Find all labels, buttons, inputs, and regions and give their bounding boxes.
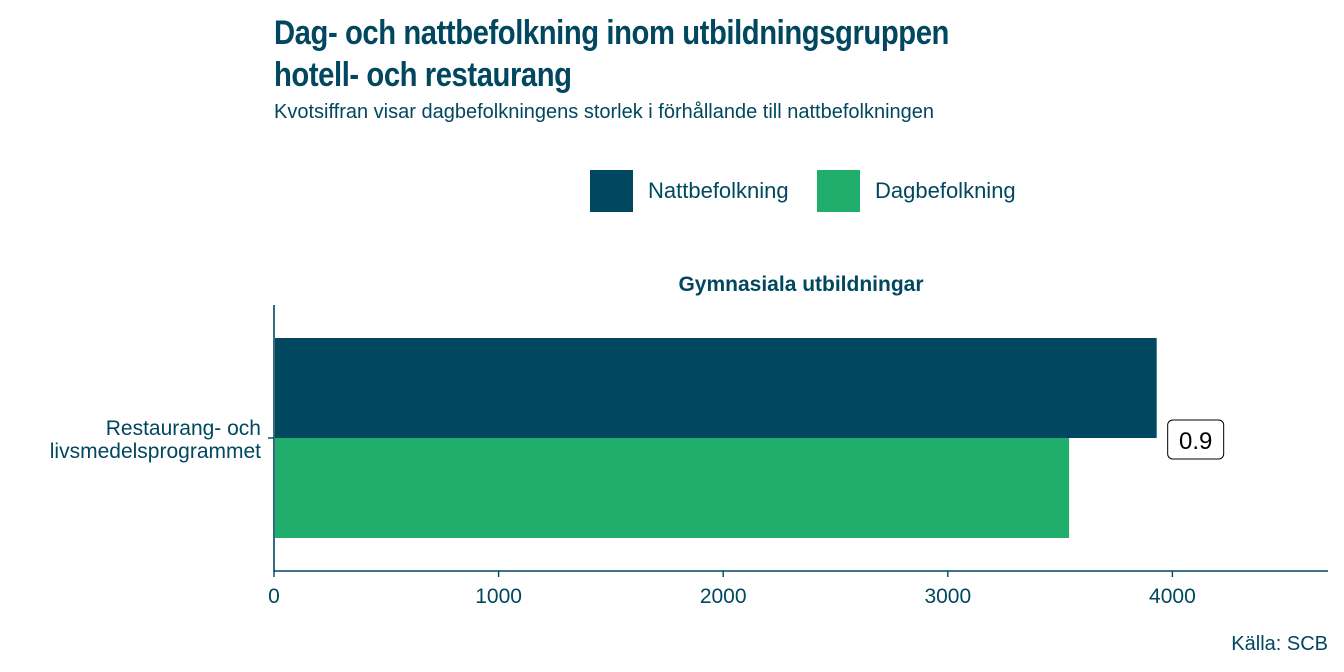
x-tick-label: 3000 (924, 585, 971, 608)
bar-natt (275, 338, 1157, 438)
panel-title: Gymnasiala utbildningar (678, 273, 923, 296)
legend-label-dag: Dagbefolkning (875, 178, 1016, 203)
chart-title: Dag- och nattbefolkning inom utbildnings… (274, 12, 949, 96)
legend-swatch-natt (590, 170, 633, 212)
plot-area: 0 1000 2000 3000 4000 Restaurang- och livsmede… (50, 305, 1328, 608)
legend-label-natt: Nattbefolkning (648, 178, 789, 203)
x-tick-label: 2000 (700, 585, 747, 608)
source-caption: Källa: SCB (1231, 633, 1328, 655)
bar-dag (275, 438, 1070, 538)
x-tick-label: 4000 (1149, 585, 1196, 608)
x-tick-label: 0 (268, 585, 280, 608)
x-tick-label: 1000 (475, 585, 522, 608)
chart-title-line1: Dag- och nattbefolkning inom utbildnings… (274, 14, 949, 52)
ratio-label: 0.9 (1179, 428, 1212, 455)
ratio-label-box (1167, 419, 1225, 460)
legend: Nattbefolkning (590, 170, 789, 212)
y-tick-label: Restaurang- och livsmedelsprogrammet (50, 417, 261, 463)
chart-subtitle: Kvotsiffran visar dagbefolkningens storl… (274, 101, 935, 123)
chart-title-line2: hotell- och restaurang (274, 56, 572, 94)
legend-2: Dagbefolkning (817, 170, 1016, 212)
legend-swatch-dag (817, 170, 860, 212)
